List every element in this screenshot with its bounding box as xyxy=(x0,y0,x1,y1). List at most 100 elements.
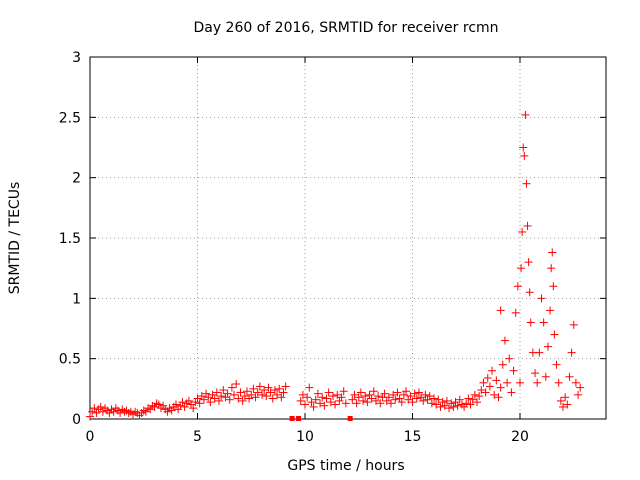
grid xyxy=(89,57,606,419)
data-point xyxy=(438,398,447,407)
data-point xyxy=(526,318,535,327)
data-point xyxy=(266,388,275,397)
data-point xyxy=(176,401,185,410)
data-point xyxy=(159,401,168,410)
data-point xyxy=(232,380,241,389)
data-point xyxy=(313,389,322,398)
x-tick-label: 20 xyxy=(511,429,529,445)
data-point xyxy=(537,294,546,303)
data-point xyxy=(395,394,404,403)
data-point xyxy=(524,258,533,267)
data-point xyxy=(139,406,148,415)
data-point xyxy=(380,389,389,398)
data-point xyxy=(541,372,550,381)
data-point xyxy=(563,400,572,409)
data-point xyxy=(393,388,402,397)
data-point xyxy=(191,398,200,407)
data-point xyxy=(320,401,329,410)
data-point xyxy=(434,395,443,404)
y-tick-label: 3 xyxy=(72,50,81,66)
data-point xyxy=(369,387,378,396)
data-point xyxy=(402,387,411,396)
data-point xyxy=(389,390,398,399)
data-point xyxy=(481,388,490,397)
y-tick-label: 1 xyxy=(72,291,81,307)
data-point xyxy=(247,390,256,399)
data-point xyxy=(234,394,243,403)
data-point xyxy=(453,401,462,410)
data-point xyxy=(309,402,318,411)
data-point xyxy=(154,400,163,409)
y-axis-label: SRMTID / TECUs xyxy=(7,182,23,295)
data-point xyxy=(281,382,290,391)
data-point xyxy=(350,390,359,399)
data-point xyxy=(548,248,557,257)
data-point xyxy=(249,384,258,393)
data-point xyxy=(348,395,357,404)
data-point xyxy=(382,396,391,405)
data-point xyxy=(98,407,107,416)
data-point xyxy=(298,390,307,399)
data-point xyxy=(460,402,469,411)
axis-ticks: 0 5 10 15 20 0 0.5 1 1.5 2 2.5 3 xyxy=(59,50,606,445)
data-point xyxy=(359,396,368,405)
data-point xyxy=(464,394,473,403)
data-point xyxy=(473,398,481,407)
data-point xyxy=(559,402,567,411)
data-point xyxy=(316,399,325,408)
data-point xyxy=(374,392,383,401)
data-point xyxy=(520,151,529,160)
data-point xyxy=(270,386,279,395)
data-point xyxy=(522,179,531,188)
data-point xyxy=(253,388,262,397)
data-point xyxy=(447,399,456,408)
data-point xyxy=(485,382,494,391)
data-point xyxy=(535,348,544,357)
data-point xyxy=(324,388,333,397)
data-point xyxy=(543,342,552,351)
data-point xyxy=(193,394,202,403)
data-point xyxy=(206,398,215,407)
data-point xyxy=(470,390,479,399)
y-tick-label: 2.5 xyxy=(59,110,81,126)
data-point xyxy=(517,264,526,273)
data-point xyxy=(279,388,288,397)
data-point xyxy=(387,399,395,408)
data-point xyxy=(475,392,484,401)
data-point xyxy=(219,386,228,395)
data-point xyxy=(242,387,251,396)
data-point xyxy=(505,354,514,363)
data-point xyxy=(490,390,499,399)
data-point xyxy=(404,395,413,404)
data-point xyxy=(311,395,320,404)
data-point xyxy=(273,390,282,399)
data-point xyxy=(208,390,217,399)
data-point xyxy=(539,318,548,327)
data-point xyxy=(331,400,340,409)
data-point xyxy=(546,306,555,315)
data-point xyxy=(525,288,534,297)
data-point xyxy=(163,407,172,416)
data-point xyxy=(521,110,530,119)
data-point xyxy=(479,378,488,387)
x-tick-label: 10 xyxy=(296,429,314,445)
data-point xyxy=(245,394,254,403)
data-point xyxy=(88,407,97,416)
data-point xyxy=(236,388,245,397)
data-point xyxy=(217,392,226,401)
data-point xyxy=(509,366,518,375)
data-point xyxy=(425,392,434,401)
data-point xyxy=(516,378,524,387)
data-point xyxy=(412,394,421,403)
data-points xyxy=(86,110,585,421)
data-point xyxy=(202,389,211,398)
data-point xyxy=(367,394,376,403)
data-point xyxy=(255,382,264,391)
data-point xyxy=(296,416,302,421)
data-point xyxy=(347,416,353,421)
data-point xyxy=(576,383,585,392)
data-point xyxy=(500,336,509,345)
data-point xyxy=(414,388,423,397)
data-point xyxy=(148,401,157,410)
data-point xyxy=(212,388,221,397)
